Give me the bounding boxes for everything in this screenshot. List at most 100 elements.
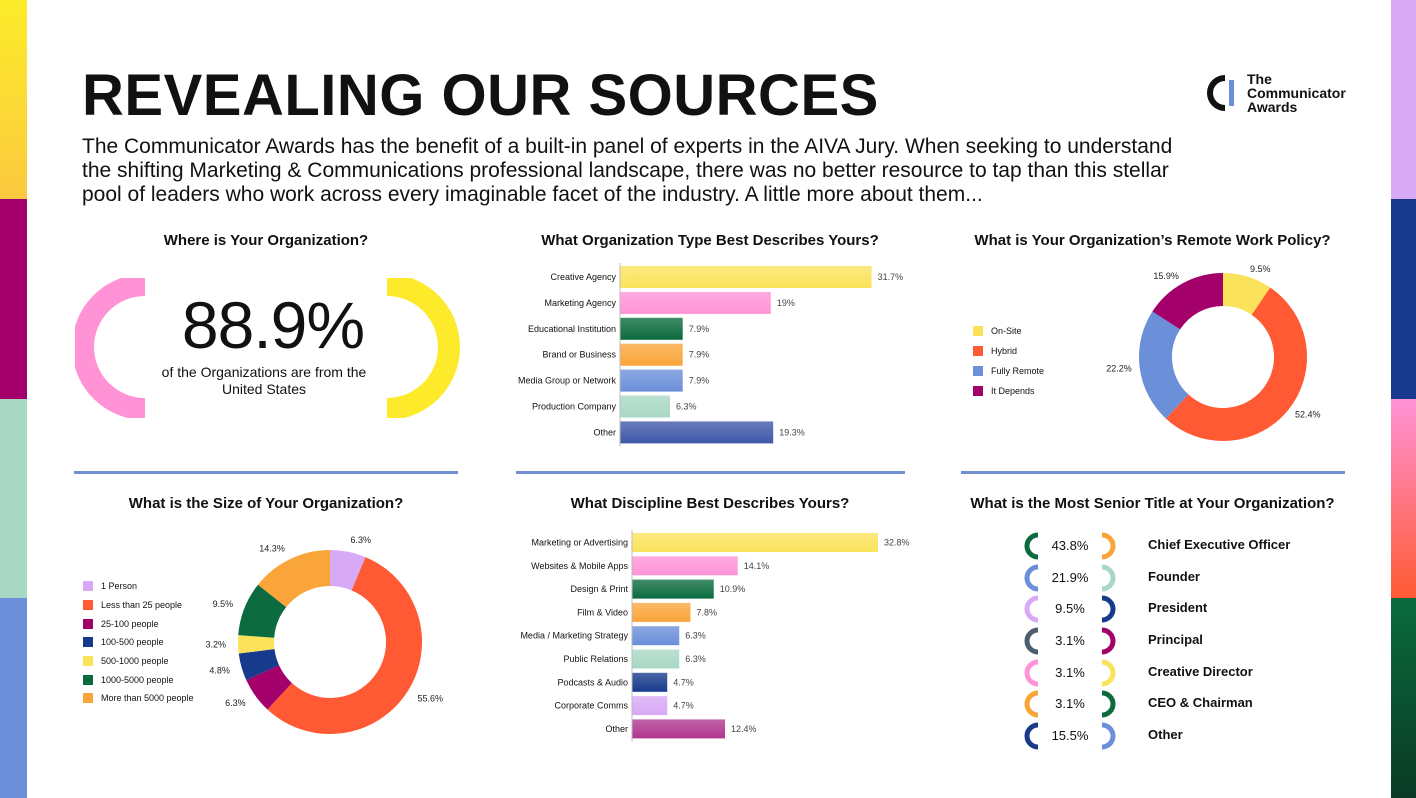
donut-value-label: 14.3% xyxy=(259,543,285,553)
legend-item: 1 Person xyxy=(83,577,194,596)
legend-label: Less than 25 people xyxy=(101,600,183,611)
divider-left xyxy=(74,471,458,474)
title-percent: 15.5% xyxy=(1051,728,1089,744)
right-bracket xyxy=(1101,722,1116,750)
bar-category-label: Media / Marketing Strategy xyxy=(520,631,628,641)
location-brackets xyxy=(75,278,460,418)
title-bracket-pair xyxy=(1024,690,1116,718)
left-bracket xyxy=(1024,690,1039,718)
donut-value-label: 22.2% xyxy=(1106,364,1132,374)
title-bracket-pair xyxy=(1024,564,1116,592)
donut-value-label: 6.3% xyxy=(350,535,371,545)
size-legend: 1 Person Less than 25 people 25-100 people… xyxy=(83,577,194,708)
bar xyxy=(620,395,671,418)
bar-value-label: 7.8% xyxy=(697,607,718,617)
title-name: President xyxy=(1148,600,1208,616)
bar-value-label: 32.8% xyxy=(884,538,910,548)
bar-category-label: Marketing or Advertising xyxy=(531,538,628,548)
right-bracket xyxy=(1101,595,1116,623)
intro-paragraph: The Communicator Awards has the benefit … xyxy=(82,135,1173,206)
bar-category-label: Production Company xyxy=(532,402,617,412)
donut-value-label: 9.5% xyxy=(1250,264,1271,274)
donut-slice xyxy=(1139,311,1189,419)
bar-category-label: Design & Print xyxy=(570,584,628,594)
legend-swatch xyxy=(83,637,93,648)
right-bracket xyxy=(1101,659,1116,687)
logo-line: Awards xyxy=(1247,99,1298,115)
donut-value-label: 52.4% xyxy=(1295,409,1321,419)
donut-value-label: 6.3% xyxy=(225,698,246,708)
legend-label: 1 Person xyxy=(101,581,138,592)
legend-swatch xyxy=(83,656,93,667)
legend-label: More than 5000 people xyxy=(101,693,194,704)
us-percent: 88.9% xyxy=(181,288,365,362)
title-name: CEO & Chairman xyxy=(1148,695,1253,711)
donut-value-label: 3.2% xyxy=(206,640,227,650)
bar-category-label: Podcasts & Audio xyxy=(557,677,628,687)
bar-value-label: 10.9% xyxy=(720,584,746,594)
bar-value-label: 19.3% xyxy=(779,427,805,437)
donut-slice xyxy=(267,557,422,734)
bar-value-label: 12.4% xyxy=(731,724,757,734)
legend-item: 1000-5000 people xyxy=(83,670,194,689)
yellow-bracket xyxy=(386,278,460,418)
bar-value-label: 6.3% xyxy=(676,402,697,412)
legend-label: 1000-5000 people xyxy=(101,674,174,685)
bar-category-label: Websites & Mobile Apps xyxy=(531,561,628,571)
legend-item: More than 5000 people xyxy=(83,689,194,708)
title-name: Principal xyxy=(1148,632,1203,648)
title-bracket-pair xyxy=(1024,627,1116,655)
bar xyxy=(632,626,680,646)
title-name: Chief Executive Officer xyxy=(1148,537,1291,552)
legend-swatch xyxy=(83,618,93,629)
legend-label: On-Site xyxy=(991,326,1022,336)
logo-line: The xyxy=(1247,71,1272,87)
title-bracket-pair xyxy=(1024,722,1116,750)
bar-category-label: Public Relations xyxy=(563,654,628,664)
pink-bracket xyxy=(75,278,146,418)
logo-line: Communicator xyxy=(1247,85,1346,101)
donut-slice xyxy=(1222,273,1271,316)
bar xyxy=(620,291,771,314)
legend-item: 500-1000 people xyxy=(83,652,194,671)
donut-slice xyxy=(238,648,280,681)
bar xyxy=(632,533,878,552)
org-type-title: What Organization Type Best Describes Yo… xyxy=(541,232,879,249)
title-percent: 3.1% xyxy=(1055,696,1085,712)
legend-item: 25-100 people xyxy=(83,614,194,633)
location-title: Where is Your Organization? xyxy=(163,232,369,249)
bar xyxy=(620,343,683,366)
bar-value-label: 7.9% xyxy=(689,324,710,334)
title-percent: 3.1% xyxy=(1055,633,1085,649)
title-bracket-pair xyxy=(1024,659,1116,687)
legend-swatch xyxy=(83,600,93,611)
legend-label: 500-1000 people xyxy=(101,656,169,667)
remote-legend: On-Site Hybrid Fully Remote It Depends xyxy=(973,321,1044,401)
legend-swatch xyxy=(973,386,983,396)
legend-swatch xyxy=(973,326,983,336)
left-bracket xyxy=(1024,659,1039,687)
left-color-strip xyxy=(0,0,27,798)
right-bracket xyxy=(1101,627,1116,655)
bar xyxy=(620,266,872,288)
donut-slice xyxy=(329,550,366,591)
legend-label: 25-100 people xyxy=(101,618,159,629)
bar-value-label: 6.3% xyxy=(685,631,706,641)
title-percent: 43.8% xyxy=(1051,538,1089,553)
discipline-title: What Discipline Best Describes Yours? xyxy=(570,495,850,512)
left-bracket xyxy=(1024,532,1039,560)
communicator-awards-logo: The Communicator Awards xyxy=(1205,72,1355,116)
bar xyxy=(632,602,691,622)
title-name: Founder xyxy=(1148,568,1200,584)
bar-category-label: Corporate Comms xyxy=(554,701,628,711)
bar-category-label: Other xyxy=(593,427,616,437)
donut-slice xyxy=(1152,273,1224,331)
donut-value-label: 4.8% xyxy=(209,665,230,675)
legend-label: Hybrid xyxy=(991,346,1018,356)
bar xyxy=(632,579,714,599)
title-percent: 3.1% xyxy=(1055,664,1085,680)
bar-value-label: 14.1% xyxy=(744,561,770,571)
legend-swatch xyxy=(973,366,983,376)
bar xyxy=(632,649,680,669)
bar xyxy=(620,421,774,444)
